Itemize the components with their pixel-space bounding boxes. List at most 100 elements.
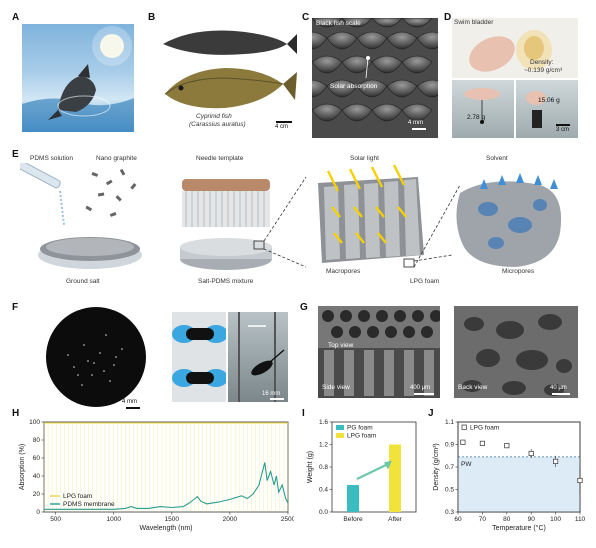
fish-latin-label: (Carassius auratus) [189,121,246,128]
legend-label: LPG foam [63,493,92,500]
y-tick-label: 1.2 [319,442,328,449]
absorption-chart: 500 1000 1500 2000 2500 0 20 40 60 80 100 Wavelengt… [19,419,294,532]
needle-template-label: Needle template [196,155,244,162]
panel-label-j: J [428,408,434,419]
salt-pdms-mixture-label: Salt-PDMS mixture [198,278,254,285]
ground-salt-label: Ground salt [66,278,100,285]
transition-arrowhead [384,460,392,470]
scale-bar-c [412,128,426,130]
scale-label-f2: 16 mm [262,391,281,397]
y-tick-label: 1.1 [445,419,454,426]
panel-label-e: E [12,149,19,160]
swim-bladder-photo [452,18,578,78]
x-tick-label: 100 [550,516,561,523]
side-view-label: Side view [322,384,350,391]
water-region [458,456,580,512]
bar-pg-foam-before [347,485,359,512]
fish-species-label: Cyprinid fish [196,113,232,120]
data-point [479,440,485,446]
y-tick-label: 0.4 [319,487,328,494]
scale-bar-d [556,124,570,126]
density-label: Density: [530,59,554,66]
y-tick-label: 100 [29,419,40,426]
gloves-scene [172,325,226,387]
foam-stretch-photo [172,312,226,402]
y-tick-label: 0.0 [319,509,328,516]
scale-bar-g2 [552,393,570,395]
scale-pattern [312,18,438,122]
panel-label-b: B [148,12,156,23]
x-tick-label: After [388,516,403,523]
x-tick-label: 110 [575,516,586,523]
scale-bar-f2 [270,398,284,400]
solar-absorption-label: Solar absorption [330,83,378,90]
salt-dish [38,237,142,269]
x-tick-label: Before [343,516,363,523]
foam-disk-photo [46,307,146,407]
panel-label-f: F [12,302,19,313]
nano-graphite-label: Nano graphite [96,155,137,162]
x-tick-label: 2500 [281,516,294,523]
bladder-shapes [469,30,552,72]
scale-bar-f1 [126,407,140,409]
graphite-flakes [85,168,137,217]
y-tick-label: 0.7 [445,464,454,471]
pdms-solution-label: PDMS solution [30,155,73,162]
panel-label-d: D [444,12,452,23]
float-scene-2 [526,91,546,128]
x-axis-label: Temperature (°C) [492,524,546,532]
bladder-float-photo-2 [516,80,578,138]
macropores-label: Macropores [326,268,361,275]
scale-label-g1: 400 μm [410,385,431,391]
scale-label-f1: 4 mm [122,399,137,405]
x-tick-label: 90 [528,516,536,523]
legend-label: LPG foam [470,425,499,432]
legend-label: PG foam [347,425,373,432]
fish-illustration [22,24,134,132]
transition-arrow [356,463,388,480]
mass-label-1: 2.78 g [467,114,486,121]
data-point [504,443,510,449]
float-scene-1 [464,88,500,124]
needle-template [180,179,272,270]
panel-label-i: I [302,408,305,419]
zoom-line-3 [413,254,453,262]
legend-label: PDMS membrane [63,501,115,508]
micropore-block [456,173,562,267]
zoom-line-4 [413,184,461,268]
y-tick-label: 0.3 [445,509,454,516]
panel-label-g: G [300,302,308,313]
hanging-scene [238,312,285,402]
fish-sun-scene [22,26,134,132]
y-tick-label: 20 [33,491,41,498]
y-tick-label: 1.6 [319,419,328,426]
reference-label: PW [461,461,472,468]
legend-swatch [461,424,467,430]
scale-bar-b [276,121,292,123]
foam-hanging-photo [228,312,288,402]
y-tick-label: 60 [33,455,41,462]
y-axis-label: Absorption (%) [19,444,26,490]
data-point [577,477,583,484]
sem-micropore-photo [454,306,578,398]
y-axis-label: Density (g/cm³) [433,443,440,490]
scale-label-b: 4 cm [275,124,289,130]
x-tick-label: 60 [454,516,462,523]
bar-lpg-foam-after [389,444,401,512]
legend-label: LPG foam [347,433,376,440]
y-tick-label: 0.5 [445,487,454,494]
data-point [553,458,559,464]
x-tick-label: 500 [50,516,61,523]
fabrication-schematic [20,163,562,270]
scale-bar-g1 [414,393,434,395]
panel-label-a: A [12,12,20,23]
data-point [460,439,466,445]
density-chart: 60 70 80 90 100 110 0.3 0.5 0.7 0.9 1.1 Temperature… [433,419,586,532]
density-value: ~0.139 g/cm³ [524,67,563,74]
fish-photos [163,30,297,109]
panel-label-h: H [12,408,20,419]
x-tick-label: 1000 [106,516,121,523]
legend-swatch [336,425,344,430]
y-tick-label: 0.9 [445,442,454,449]
x-axis-label: Wavelength (nm) [139,525,192,532]
